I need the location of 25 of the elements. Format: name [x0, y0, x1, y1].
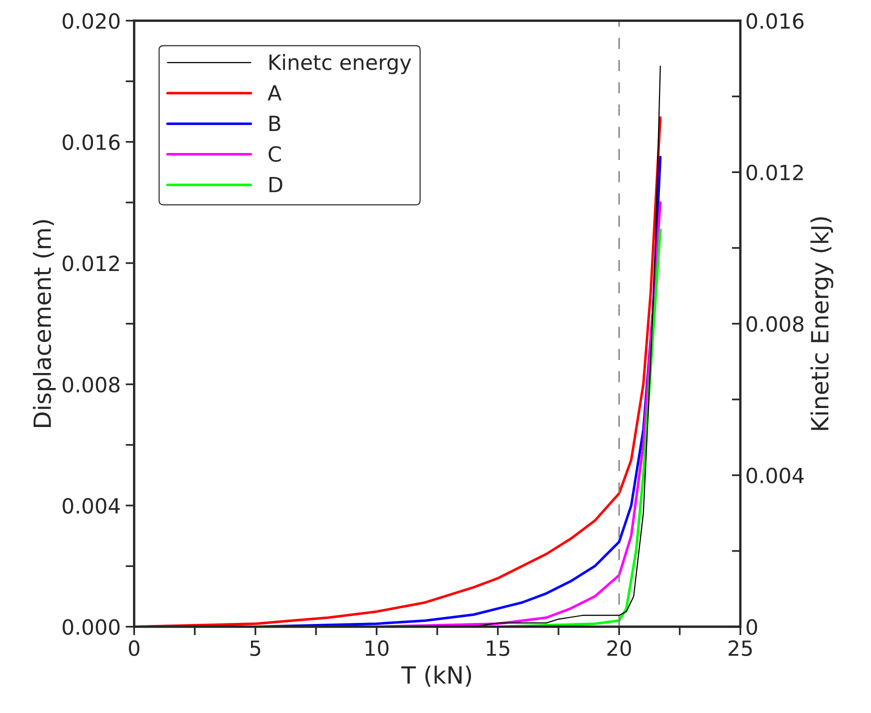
x-tick-label: 15 [486, 640, 510, 656]
y-tick-label: 0.000 [62, 619, 120, 635]
y-tick-label: 0.020 [62, 13, 120, 29]
y-axis-title: Displacement (m) [32, 220, 56, 428]
y2-tick-label: 0 [746, 619, 758, 635]
x-axis-title: T (kN) [401, 666, 472, 687]
y2-tick-label: 0.004 [746, 468, 804, 484]
y2-tick-label: 0.016 [746, 13, 804, 29]
y-tick-label: 0.016 [62, 134, 120, 150]
y-tick-label: 0.004 [62, 498, 120, 514]
y2-axis-title: Kinetic Energy (kJ) [810, 217, 834, 430]
x-tick-label: 20 [607, 640, 631, 656]
legend-label: D [270, 176, 282, 192]
x-tick-label: 5 [250, 640, 260, 656]
x-tick-label: 0 [128, 640, 140, 656]
y-tick-label: 0.012 [62, 256, 119, 272]
y-tick-label: 0.008 [62, 376, 120, 393]
x-tick-label: 10 [366, 640, 388, 656]
legend-label: B [270, 116, 280, 131]
y2-tick-label: 0.012 [746, 164, 803, 180]
x-tick-label: 25 [728, 640, 752, 656]
legend-label: A [268, 85, 282, 100]
legend-label: C [268, 146, 281, 162]
legend-label: Kinetc energy [270, 54, 412, 74]
y2-tick-label: 0.008 [746, 316, 804, 332]
